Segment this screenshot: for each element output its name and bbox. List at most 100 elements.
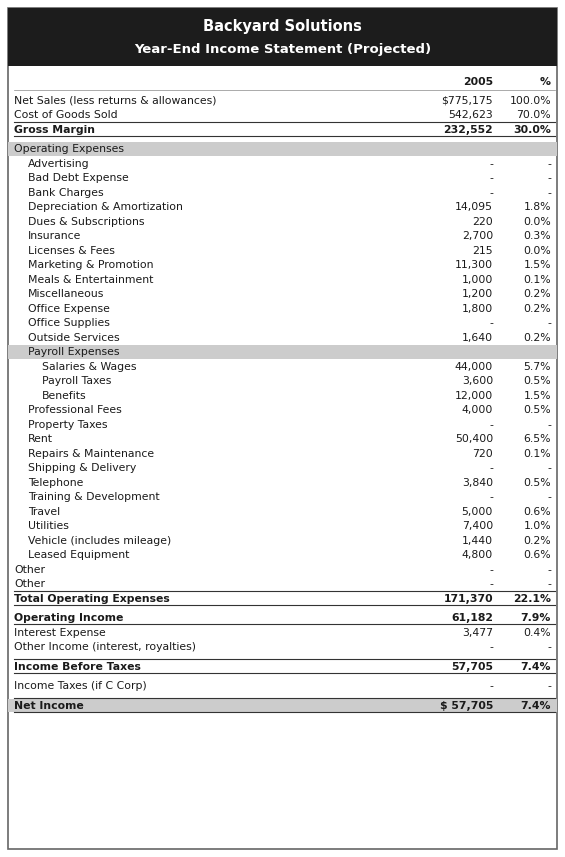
Text: Gross Margin: Gross Margin (14, 125, 95, 135)
Text: Depreciation & Amortization: Depreciation & Amortization (28, 202, 183, 213)
Text: 3,477: 3,477 (462, 627, 493, 638)
Text: Office Supplies: Office Supplies (28, 318, 110, 328)
Text: Professional Fees: Professional Fees (28, 405, 121, 416)
Text: 0.6%: 0.6% (523, 550, 551, 560)
Text: 11,300: 11,300 (455, 261, 493, 270)
Text: 0.5%: 0.5% (523, 405, 551, 416)
Text: Payroll Taxes: Payroll Taxes (42, 376, 111, 387)
Text: Net Sales (less returns & allowances): Net Sales (less returns & allowances) (14, 96, 216, 105)
Text: 1.5%: 1.5% (524, 261, 551, 270)
Text: 720: 720 (472, 449, 493, 458)
Text: 0.2%: 0.2% (523, 333, 551, 343)
Text: 1,200: 1,200 (462, 290, 493, 299)
Text: 7.4%: 7.4% (520, 701, 551, 710)
Text: Bank Charges: Bank Charges (28, 188, 103, 198)
Text: 0.3%: 0.3% (523, 231, 551, 242)
Text: Office Expense: Office Expense (28, 303, 110, 314)
Text: 61,182: 61,182 (451, 614, 493, 623)
Text: 1.0%: 1.0% (523, 521, 551, 531)
Text: Operating Income: Operating Income (14, 614, 123, 623)
Text: Salaries & Wages: Salaries & Wages (42, 362, 137, 372)
Text: 4,800: 4,800 (462, 550, 493, 560)
Bar (8, 345, 557, 358)
Bar (8, 142, 557, 155)
Text: 7.9%: 7.9% (520, 614, 551, 623)
Text: 1.8%: 1.8% (524, 202, 551, 213)
Text: Other: Other (14, 565, 45, 575)
Text: -: - (489, 188, 493, 198)
Text: Property Taxes: Property Taxes (28, 420, 107, 429)
Text: -: - (489, 464, 493, 473)
Text: Utilities: Utilities (28, 521, 69, 531)
Text: $775,175: $775,175 (441, 96, 493, 105)
Bar (8, 8, 557, 66)
Text: 1,440: 1,440 (462, 536, 493, 546)
Text: Total Operating Expenses: Total Operating Expenses (14, 594, 169, 603)
Text: -: - (547, 159, 551, 169)
Text: -: - (547, 681, 551, 692)
Text: 6.5%: 6.5% (524, 434, 551, 444)
Text: Bad Debt Expense: Bad Debt Expense (28, 173, 129, 183)
Text: 70.0%: 70.0% (516, 111, 551, 120)
Text: Outside Services: Outside Services (28, 333, 120, 343)
Text: 4,000: 4,000 (462, 405, 493, 416)
Text: Advertising: Advertising (28, 159, 90, 169)
Text: Licenses & Fees: Licenses & Fees (28, 246, 115, 255)
Text: 30.0%: 30.0% (513, 125, 551, 135)
Text: $ 57,705: $ 57,705 (440, 701, 493, 710)
Text: Meals & Entertainment: Meals & Entertainment (28, 275, 153, 285)
Text: Benefits: Benefits (42, 391, 86, 401)
Text: -: - (547, 318, 551, 328)
Text: 3,840: 3,840 (462, 477, 493, 488)
Text: -: - (489, 642, 493, 652)
Text: -: - (547, 188, 551, 198)
Text: Marketing & Promotion: Marketing & Promotion (28, 261, 154, 270)
Text: 0.1%: 0.1% (523, 275, 551, 285)
Text: 0.2%: 0.2% (523, 303, 551, 314)
Text: 0.5%: 0.5% (523, 477, 551, 488)
Text: 0.6%: 0.6% (523, 506, 551, 517)
Text: Income Taxes (if C Corp): Income Taxes (if C Corp) (14, 681, 147, 692)
Text: Insurance: Insurance (28, 231, 81, 242)
Text: 220: 220 (472, 217, 493, 227)
Text: 12,000: 12,000 (455, 391, 493, 401)
Text: -: - (489, 318, 493, 328)
Text: 232,552: 232,552 (444, 125, 493, 135)
Text: 5,000: 5,000 (462, 506, 493, 517)
Text: Payroll Expenses: Payroll Expenses (28, 347, 120, 357)
Text: -: - (489, 159, 493, 169)
Text: Other Income (interest, royalties): Other Income (interest, royalties) (14, 642, 196, 652)
Text: 1,640: 1,640 (462, 333, 493, 343)
Text: Operating Expenses: Operating Expenses (14, 144, 124, 154)
Text: 100.0%: 100.0% (510, 96, 551, 105)
Bar (8, 698, 557, 712)
Text: Cost of Goods Sold: Cost of Goods Sold (14, 111, 118, 120)
Text: 7,400: 7,400 (462, 521, 493, 531)
Text: Rent: Rent (28, 434, 53, 444)
Text: Leased Equipment: Leased Equipment (28, 550, 129, 560)
Text: 44,000: 44,000 (455, 362, 493, 372)
Text: 215: 215 (472, 246, 493, 255)
Text: -: - (489, 173, 493, 183)
Text: 57,705: 57,705 (451, 662, 493, 672)
Text: -: - (489, 579, 493, 590)
Text: Telephone: Telephone (28, 477, 84, 488)
Text: Vehicle (includes mileage): Vehicle (includes mileage) (28, 536, 171, 546)
Text: Training & Development: Training & Development (28, 492, 160, 502)
Text: 0.2%: 0.2% (523, 536, 551, 546)
Text: 3,600: 3,600 (462, 376, 493, 387)
Text: 0.4%: 0.4% (523, 627, 551, 638)
Text: 2005: 2005 (463, 77, 493, 87)
Text: 0.0%: 0.0% (523, 217, 551, 227)
Text: Other: Other (14, 579, 45, 590)
Text: Net Income: Net Income (14, 701, 84, 710)
Text: 22.1%: 22.1% (513, 594, 551, 603)
Text: Shipping & Delivery: Shipping & Delivery (28, 464, 136, 473)
Text: 0.0%: 0.0% (523, 246, 551, 255)
Text: Backyard Solutions: Backyard Solutions (203, 19, 362, 34)
Text: 50,400: 50,400 (455, 434, 493, 444)
Text: Interest Expense: Interest Expense (14, 627, 106, 638)
Text: 542,623: 542,623 (448, 111, 493, 120)
Text: Income Before Taxes: Income Before Taxes (14, 662, 141, 672)
Text: -: - (489, 492, 493, 502)
